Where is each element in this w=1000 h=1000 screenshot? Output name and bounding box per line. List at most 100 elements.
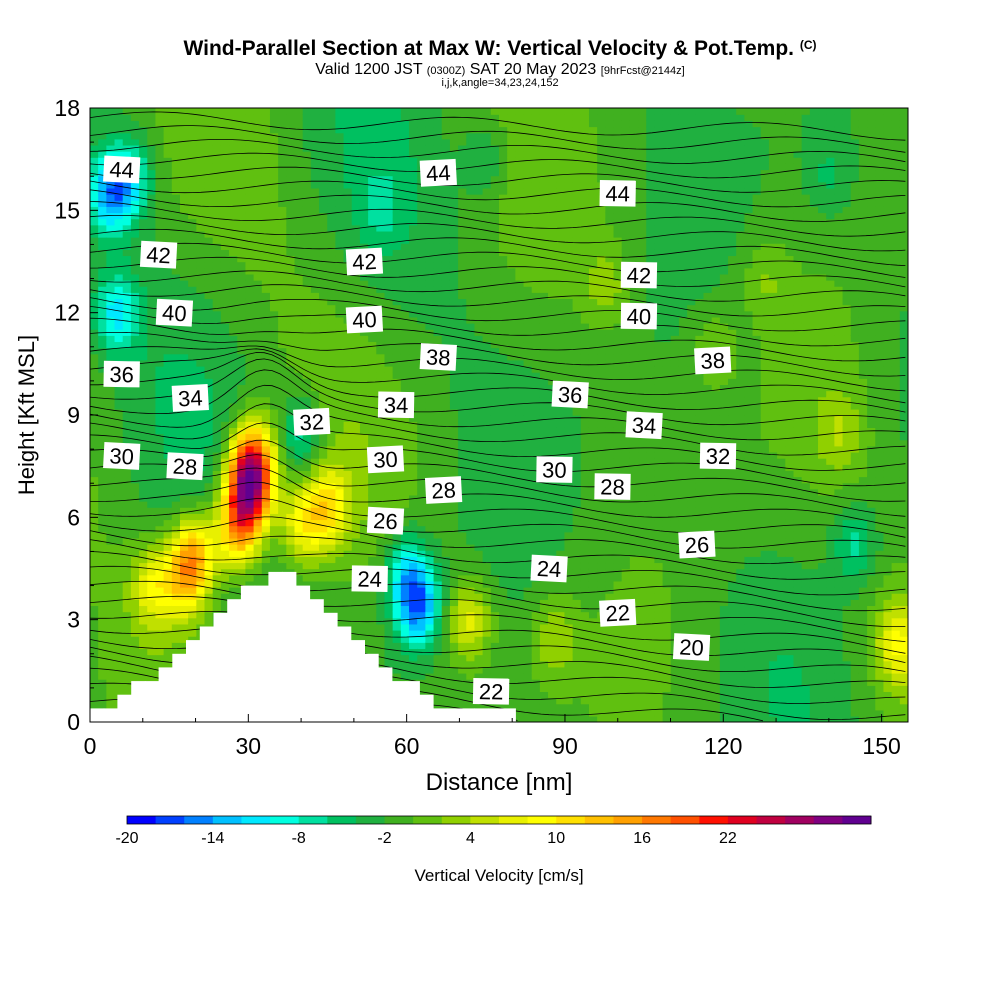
velocity-cell xyxy=(196,175,206,183)
velocity-cell xyxy=(114,580,124,588)
velocity-cell xyxy=(179,421,189,428)
velocity-cell xyxy=(449,329,459,336)
velocity-cell xyxy=(171,427,181,435)
velocity-cell xyxy=(278,408,288,416)
velocity-cell xyxy=(220,218,230,226)
velocity-cell xyxy=(327,329,337,336)
velocity-cell xyxy=(490,494,500,502)
velocity-cell xyxy=(425,193,435,201)
velocity-cell xyxy=(359,132,369,140)
velocity-cell xyxy=(139,470,148,478)
velocity-cell xyxy=(204,329,214,336)
velocity-cell xyxy=(409,623,418,631)
velocity-cell xyxy=(212,236,222,244)
velocity-cell xyxy=(229,519,238,527)
velocity-cell xyxy=(482,672,492,680)
velocity-cell xyxy=(400,617,410,625)
velocity-cell xyxy=(130,648,140,656)
velocity-cell xyxy=(147,525,157,533)
velocity-cell xyxy=(335,464,345,471)
velocity-cell xyxy=(139,365,148,373)
velocity-cell xyxy=(237,421,247,428)
velocity-cell xyxy=(130,402,140,410)
velocity-cell xyxy=(204,390,214,398)
velocity-cell xyxy=(474,586,484,594)
velocity-cell xyxy=(319,322,328,330)
velocity-cell xyxy=(441,654,451,662)
velocity-cell xyxy=(400,341,410,349)
velocity-cell xyxy=(327,157,337,164)
velocity-cell xyxy=(269,525,279,533)
velocity-cell xyxy=(351,144,361,152)
velocity-cell xyxy=(204,494,214,502)
velocity-cell xyxy=(139,617,148,625)
velocity-cell xyxy=(392,108,402,115)
velocity-cell xyxy=(171,378,181,385)
velocity-cell xyxy=(188,445,198,453)
velocity-cell xyxy=(449,697,459,705)
velocity-cell xyxy=(458,586,467,594)
velocity-cell xyxy=(114,255,124,263)
velocity-cell xyxy=(171,507,181,514)
velocity-cell xyxy=(196,298,206,306)
velocity-cell xyxy=(155,279,165,287)
velocity-cell xyxy=(335,605,345,613)
velocity-cell xyxy=(229,593,238,600)
velocity-cell xyxy=(155,525,165,533)
velocity-cell xyxy=(155,341,165,349)
velocity-cell xyxy=(441,525,451,533)
velocity-cell xyxy=(90,617,99,625)
velocity-cell xyxy=(106,629,116,637)
velocity-cell xyxy=(155,513,165,521)
velocity-cell xyxy=(425,519,435,527)
velocity-cell xyxy=(245,513,255,521)
velocity-cell xyxy=(122,562,132,570)
velocity-cell xyxy=(319,470,328,478)
velocity-cell xyxy=(482,525,492,533)
velocity-cell xyxy=(163,500,173,508)
velocity-cell xyxy=(147,482,157,490)
velocity-cell xyxy=(98,513,108,521)
velocity-cell xyxy=(458,654,467,662)
velocity-cell xyxy=(155,580,165,588)
velocity-cell xyxy=(139,451,148,459)
velocity-cell xyxy=(319,243,328,250)
velocity-cell xyxy=(253,537,263,545)
velocity-cell xyxy=(466,150,476,158)
velocity-cell xyxy=(245,482,255,490)
velocity-cell xyxy=(302,181,312,189)
velocity-cell xyxy=(261,132,271,140)
velocity-cell xyxy=(417,525,427,533)
velocity-cell xyxy=(188,636,198,643)
velocity-cell xyxy=(204,365,214,373)
velocity-cell xyxy=(474,310,484,318)
velocity-cell xyxy=(171,218,181,226)
velocity-cell xyxy=(286,372,296,379)
velocity-cell xyxy=(482,433,492,441)
velocity-cell xyxy=(122,236,132,244)
velocity-cell xyxy=(310,206,320,214)
velocity-cell xyxy=(441,679,451,686)
velocity-cell xyxy=(253,390,263,398)
velocity-cell xyxy=(425,310,435,318)
velocity-cell xyxy=(90,316,99,324)
velocity-cell xyxy=(106,623,116,631)
velocity-cell xyxy=(409,359,418,367)
velocity-cell xyxy=(229,390,238,398)
velocity-cell xyxy=(90,421,99,428)
velocity-cell xyxy=(261,347,271,355)
velocity-cell xyxy=(417,556,427,564)
velocity-cell xyxy=(392,193,402,201)
velocity-cell xyxy=(229,286,238,293)
velocity-cell xyxy=(392,169,402,177)
velocity-cell xyxy=(204,500,214,508)
velocity-cell xyxy=(335,169,345,177)
velocity-cell xyxy=(220,261,230,269)
velocity-cell xyxy=(114,218,124,226)
velocity-cell xyxy=(220,433,230,441)
velocity-cell xyxy=(196,605,206,613)
velocity-cell xyxy=(155,212,165,220)
velocity-cell xyxy=(278,531,288,539)
velocity-cell xyxy=(449,568,459,576)
velocity-cell xyxy=(130,525,140,533)
